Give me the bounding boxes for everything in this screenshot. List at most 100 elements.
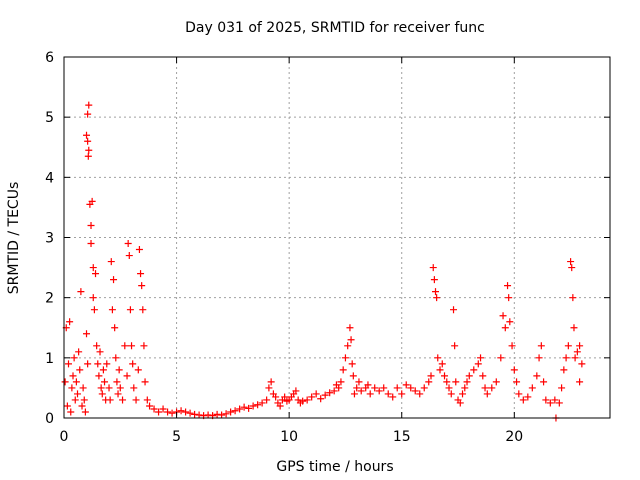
data-point xyxy=(303,396,311,404)
data-point xyxy=(433,294,441,302)
data-point xyxy=(74,390,82,398)
data-point xyxy=(461,384,469,392)
data-point xyxy=(85,146,93,154)
data-point xyxy=(143,396,151,404)
data-point xyxy=(380,384,388,392)
data-point xyxy=(578,360,586,368)
data-point xyxy=(488,384,496,392)
data-point xyxy=(265,384,273,392)
data-point xyxy=(450,306,458,314)
data-point xyxy=(98,390,106,398)
data-point xyxy=(80,396,88,404)
data-point xyxy=(519,396,527,404)
data-point xyxy=(337,378,345,386)
data-point xyxy=(99,366,107,374)
y-tick-label: 6 xyxy=(45,50,54,66)
data-point xyxy=(321,391,329,399)
data-point xyxy=(76,366,84,374)
data-point xyxy=(107,258,115,266)
data-point xyxy=(353,384,361,392)
data-point xyxy=(281,393,289,401)
data-point xyxy=(312,390,320,398)
data-point xyxy=(140,342,148,350)
data-point xyxy=(576,378,584,386)
data-point xyxy=(479,372,487,380)
data-point xyxy=(227,408,235,416)
data-point xyxy=(483,390,491,398)
data-point xyxy=(218,411,226,419)
data-point xyxy=(138,282,146,290)
data-point xyxy=(222,410,230,418)
data-point xyxy=(61,378,69,386)
data-point xyxy=(108,306,116,314)
data-point xyxy=(84,360,92,368)
data-point xyxy=(558,384,566,392)
data-point xyxy=(346,324,354,332)
data-point xyxy=(69,372,77,380)
data-point xyxy=(292,387,300,395)
data-point xyxy=(110,276,118,284)
data-point xyxy=(155,408,163,416)
data-point xyxy=(463,378,471,386)
data-point xyxy=(79,384,87,392)
data-point xyxy=(124,240,132,248)
data-point xyxy=(436,366,444,374)
data-point xyxy=(191,410,199,418)
data-point xyxy=(159,405,167,413)
data-point xyxy=(416,390,424,398)
data-point xyxy=(129,360,137,368)
data-point xyxy=(445,384,453,392)
data-point xyxy=(258,399,266,407)
x-tick-label: 5 xyxy=(172,429,181,445)
x-tick-label: 20 xyxy=(505,429,523,445)
data-point xyxy=(459,390,467,398)
data-point xyxy=(267,378,275,386)
data-point xyxy=(111,324,119,332)
data-point xyxy=(276,402,284,410)
data-point xyxy=(430,276,438,284)
y-tick-label: 2 xyxy=(45,291,54,307)
data-point xyxy=(366,390,374,398)
y-tick-label: 1 xyxy=(45,351,54,367)
data-point xyxy=(364,381,372,389)
data-point xyxy=(150,405,158,413)
data-point xyxy=(501,324,509,332)
data-point xyxy=(186,409,194,417)
data-point xyxy=(89,294,97,302)
data-point xyxy=(347,336,355,344)
data-point xyxy=(515,390,523,398)
data-point xyxy=(84,110,92,118)
data-point xyxy=(101,378,109,386)
data-point xyxy=(254,401,262,409)
data-point xyxy=(81,408,89,416)
data-point xyxy=(177,407,185,415)
data-point xyxy=(481,384,489,392)
data-points xyxy=(61,101,586,422)
y-tick-label: 4 xyxy=(45,170,54,186)
data-point xyxy=(540,378,548,386)
data-point xyxy=(317,395,325,403)
data-point xyxy=(126,306,134,314)
data-point xyxy=(121,342,129,350)
data-point xyxy=(497,354,505,362)
data-point xyxy=(506,318,514,326)
data-point xyxy=(447,390,455,398)
data-point xyxy=(213,410,221,418)
data-point xyxy=(443,378,451,386)
data-point xyxy=(97,384,105,392)
data-point xyxy=(123,372,131,380)
data-point xyxy=(125,252,133,260)
data-point xyxy=(452,378,460,386)
data-point xyxy=(537,342,545,350)
x-tick-label: 15 xyxy=(393,429,411,445)
data-point xyxy=(571,354,579,362)
data-point xyxy=(245,404,253,412)
data-point xyxy=(75,348,83,356)
data-point xyxy=(398,390,406,398)
data-point xyxy=(146,402,154,410)
x-tick-label: 10 xyxy=(280,429,298,445)
data-point xyxy=(429,264,437,272)
data-point xyxy=(89,264,97,272)
data-point xyxy=(474,360,482,368)
